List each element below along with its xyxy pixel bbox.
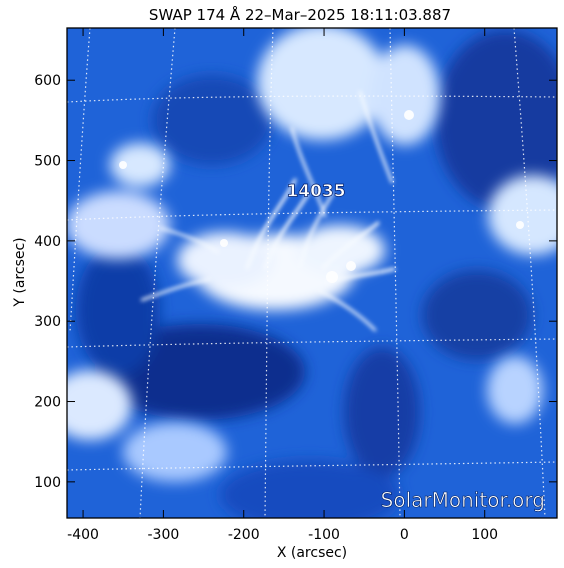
grid-line xyxy=(69,28,91,333)
grid-line xyxy=(67,461,557,471)
loop-threads xyxy=(140,90,396,332)
x-tick-label: -100 xyxy=(308,527,340,543)
x-tick-label: -300 xyxy=(148,527,180,543)
grid-line xyxy=(139,28,176,518)
grid-line xyxy=(513,28,546,518)
plot-frame xyxy=(66,27,558,519)
x-axis-label: X (arcsec) xyxy=(277,545,347,561)
grid-line xyxy=(67,338,557,348)
y-axis-label: Y (arcsec) xyxy=(12,237,28,307)
x-tick-label: 0 xyxy=(400,527,409,543)
grid-line xyxy=(389,28,401,518)
y-tick-label: 600 xyxy=(34,73,61,89)
chart-title: SWAP 174 Å 22–Mar–2025 18:11:03.887 xyxy=(149,5,451,24)
x-tick-label: 100 xyxy=(471,527,498,543)
grid-line xyxy=(67,95,557,103)
y-tick-label: 200 xyxy=(34,395,61,411)
active-region-label: 14035 xyxy=(286,182,345,202)
y-axis-ticks: 100 200 300 400 500 600 xyxy=(34,73,557,491)
solar-euv-image xyxy=(67,28,557,518)
x-tick-label: -200 xyxy=(228,527,260,543)
heliographic-grid xyxy=(67,28,557,518)
y-tick-label: 400 xyxy=(34,234,61,250)
bright-points xyxy=(119,110,524,283)
y-tick-label: 100 xyxy=(34,475,61,491)
y-tick-label: 300 xyxy=(34,314,61,330)
grid-line xyxy=(264,28,274,518)
solarmonitor-watermark: SolarMonitor.org xyxy=(381,488,545,512)
y-tick-label: 500 xyxy=(34,154,61,170)
x-axis-ticks: -400 -300 -200 -100 0 100 xyxy=(67,28,498,543)
bright-coronal-loops xyxy=(67,28,557,482)
x-tick-label: -400 xyxy=(67,527,99,543)
